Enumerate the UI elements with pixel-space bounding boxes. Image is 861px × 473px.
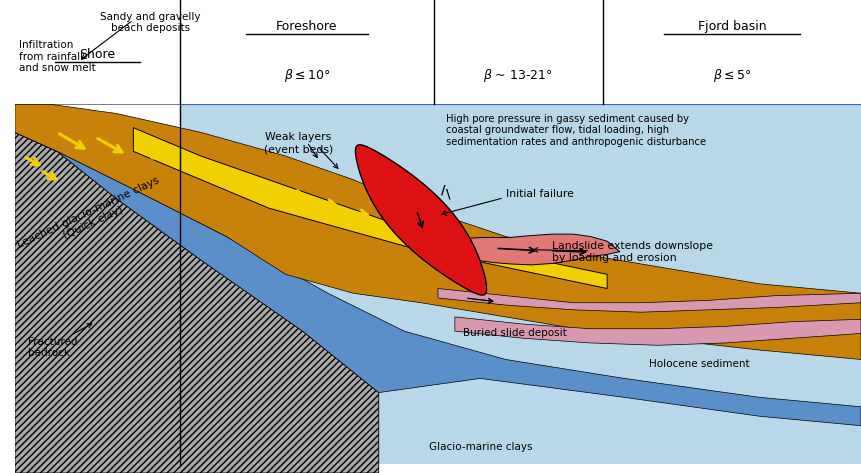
Polygon shape	[434, 234, 620, 265]
Text: Leached glacio-marine clays
(Quick clay): Leached glacio-marine clays (Quick clay)	[16, 175, 166, 260]
Text: High pore pressure in gassy sediment caused by
coastal groundwater flow, tidal l: High pore pressure in gassy sediment cau…	[446, 114, 707, 147]
Text: Holocene sediment: Holocene sediment	[649, 359, 750, 369]
Text: Fractured
bedrock: Fractured bedrock	[28, 337, 77, 359]
Text: Landslide extends downslope
by loading and erosion: Landslide extends downslope by loading a…	[552, 241, 713, 263]
Polygon shape	[15, 104, 861, 359]
Polygon shape	[438, 289, 861, 312]
Text: \: \	[446, 187, 451, 200]
Polygon shape	[356, 145, 486, 295]
Polygon shape	[133, 128, 607, 289]
Polygon shape	[180, 104, 861, 464]
Text: Shore: Shore	[79, 49, 115, 61]
Text: Initial failure: Initial failure	[505, 189, 573, 199]
Text: Sandy and gravelly
beach deposits: Sandy and gravelly beach deposits	[100, 12, 201, 34]
Text: Glacio-marine clays: Glacio-marine clays	[430, 442, 533, 452]
Bar	[15, 0, 861, 104]
Text: $\beta \leq 10°$: $\beta \leq 10°$	[283, 67, 330, 84]
Text: $\beta$ ~ 13-21°: $\beta$ ~ 13-21°	[483, 67, 554, 84]
Text: $\beta \leq 5°$: $\beta \leq 5°$	[713, 67, 751, 84]
Polygon shape	[15, 132, 861, 426]
Polygon shape	[455, 317, 861, 345]
Text: Weak layers
(event beds): Weak layers (event beds)	[263, 132, 333, 154]
Text: Foreshore: Foreshore	[276, 20, 338, 33]
Polygon shape	[15, 132, 379, 473]
Text: /: /	[442, 184, 446, 197]
Text: Buried slide deposit: Buried slide deposit	[463, 328, 567, 339]
Text: Fjord basin: Fjord basin	[697, 20, 766, 33]
Polygon shape	[15, 47, 193, 104]
Text: Infiltration
from rainfall
and snow melt: Infiltration from rainfall and snow melt	[19, 40, 96, 73]
